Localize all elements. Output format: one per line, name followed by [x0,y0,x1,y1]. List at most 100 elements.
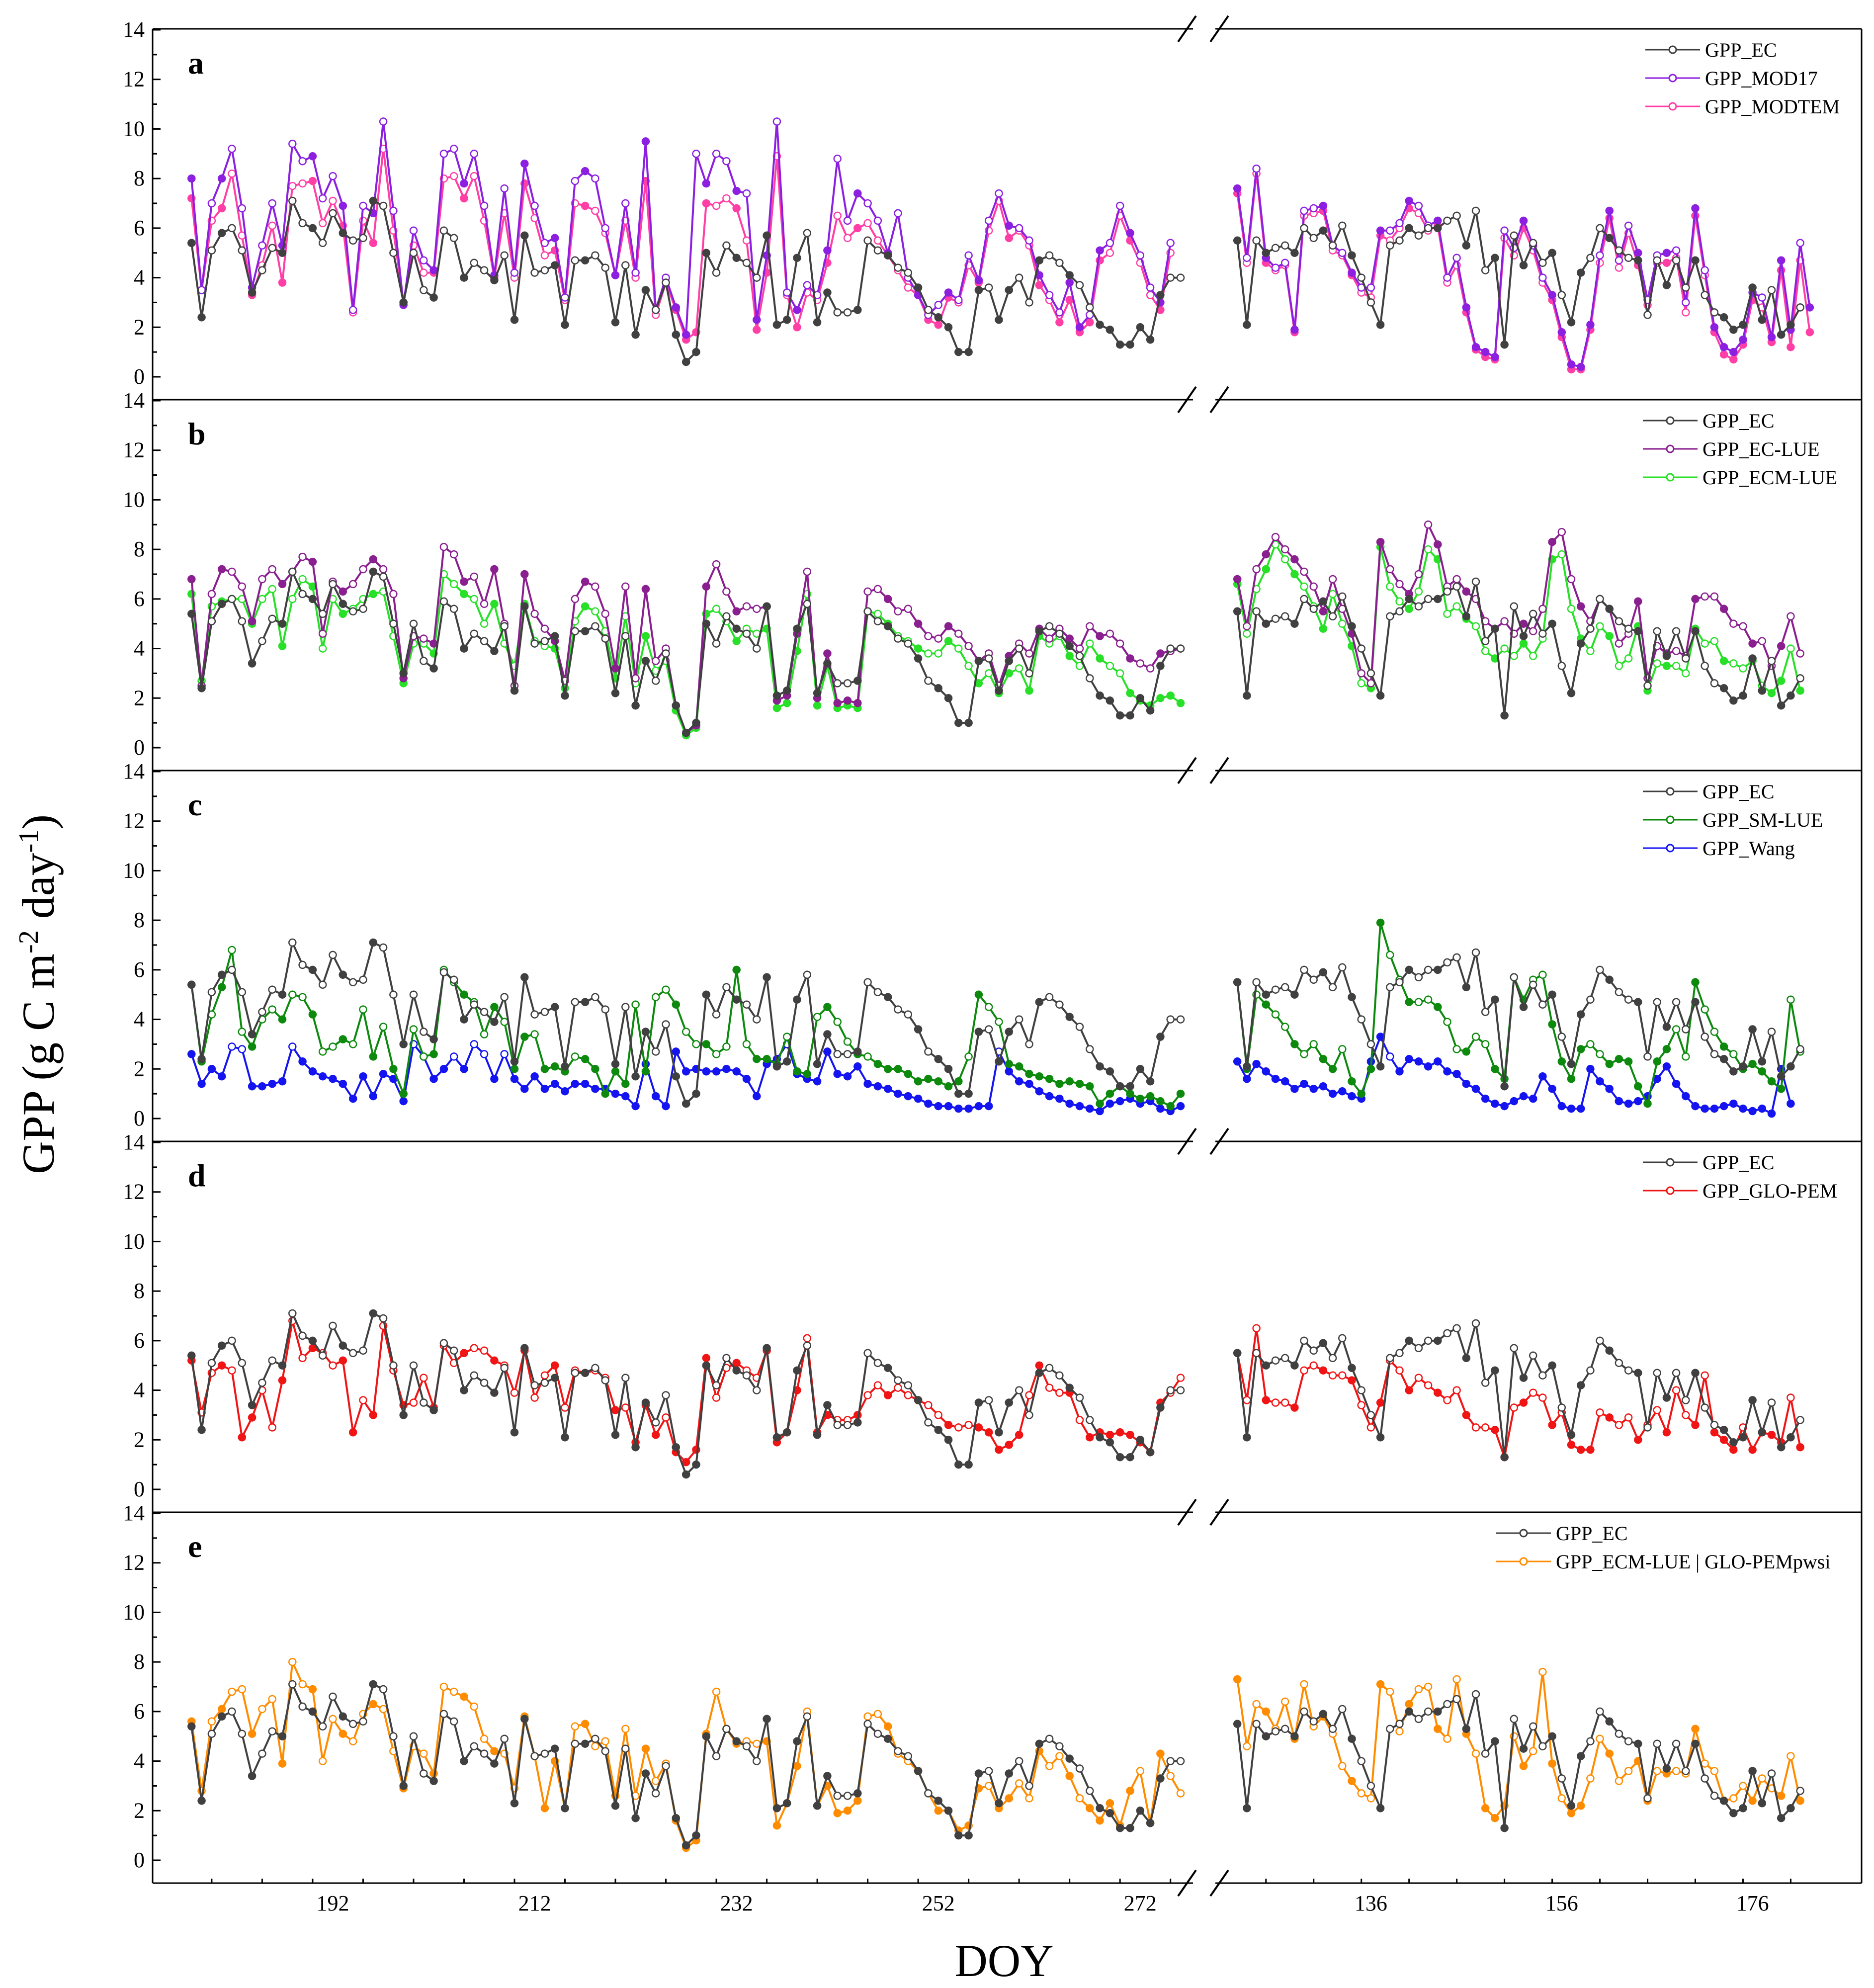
y-tick-label: 8 [134,1649,145,1674]
data-point [207,1717,216,1726]
legend-marker [1666,1186,1675,1195]
data-point [1491,1099,1499,1108]
data-point [1414,1344,1423,1353]
data-point [1605,1084,1614,1093]
data-point [813,689,822,697]
data-point [1115,1082,1124,1091]
data-point [984,1102,993,1111]
data-point [651,993,660,1001]
data-point [248,1772,256,1780]
data-point [561,1403,569,1412]
data-point [924,1099,933,1108]
data-point [924,649,933,658]
data-point [1357,1757,1365,1765]
data-point [1414,1685,1423,1694]
data-point [1519,216,1528,225]
data-point [1035,256,1044,264]
data-point [369,938,378,947]
data-point [449,145,458,153]
data-point [460,590,468,599]
data-point [1386,951,1394,959]
data-point [1596,1408,1604,1417]
data-point [742,259,751,267]
legend-marker [1668,74,1677,83]
data-point [823,1772,832,1780]
data-point [500,1018,509,1026]
data-point [904,283,913,292]
y-tick-label: 6 [134,1328,145,1353]
data-point [187,1722,196,1731]
data-point [853,699,862,707]
data-point [530,1752,539,1760]
data-point [1348,1077,1356,1086]
data-point [1338,1087,1347,1096]
data-point [954,1089,963,1098]
data-point [1166,1102,1175,1111]
y-tick-label: 2 [134,1427,145,1452]
data-point [348,978,357,987]
data-point [611,664,620,673]
data-point [995,189,1003,198]
data-point [1567,575,1576,584]
data-point [681,357,690,366]
data-point [298,179,307,188]
data-point [823,1401,832,1409]
data-point [753,644,761,653]
data-point [1777,1792,1786,1800]
data-point [460,194,468,203]
data-point [702,619,711,628]
data-point [591,1084,599,1093]
data-point [268,221,276,230]
data-point [1519,1398,1528,1407]
data-point [1376,918,1385,927]
data-point [1243,1396,1251,1404]
data-point [197,1055,206,1063]
data-point [1739,1104,1747,1113]
data-point [1338,592,1347,601]
data-point [1146,706,1155,715]
data-point [591,206,599,215]
y-tick-label: 6 [134,216,145,240]
data-point [1710,592,1719,601]
data-point [1005,1441,1014,1449]
data-point [1065,652,1074,660]
data-point [298,1331,307,1340]
data-point [793,1366,801,1375]
data-point [470,629,479,638]
data-point [1376,1398,1385,1407]
data-point [228,965,236,974]
data-point [248,1082,256,1091]
data-point [217,174,226,183]
data-point [1309,1346,1318,1355]
data-point [238,246,247,255]
data-point [470,1702,479,1711]
data-point [399,669,408,678]
x-tick-label: 272 [1124,1891,1157,1915]
data-point [742,1040,751,1048]
data-point [1035,627,1044,635]
data-point [571,1052,580,1061]
data-point [1462,1047,1471,1056]
data-point [732,995,741,1004]
data-point [672,1000,681,1009]
data-point [187,1050,196,1058]
data-point [1729,696,1738,705]
data-point [772,703,781,712]
data-point [1096,1062,1104,1071]
data-point [1643,1794,1652,1803]
data-point [1682,1025,1690,1034]
data-point [530,1381,539,1389]
data-point [1309,582,1318,591]
data-point [1500,1453,1509,1462]
data-point [1729,1445,1738,1454]
data-point [540,1008,549,1016]
data-point [601,1737,609,1745]
data-point [1471,1084,1480,1093]
data-point [389,1732,398,1740]
data-point [1309,605,1318,613]
y-axis-title-sup2: -1 [13,830,44,853]
data-point [1015,224,1023,233]
data-point [1106,696,1114,705]
